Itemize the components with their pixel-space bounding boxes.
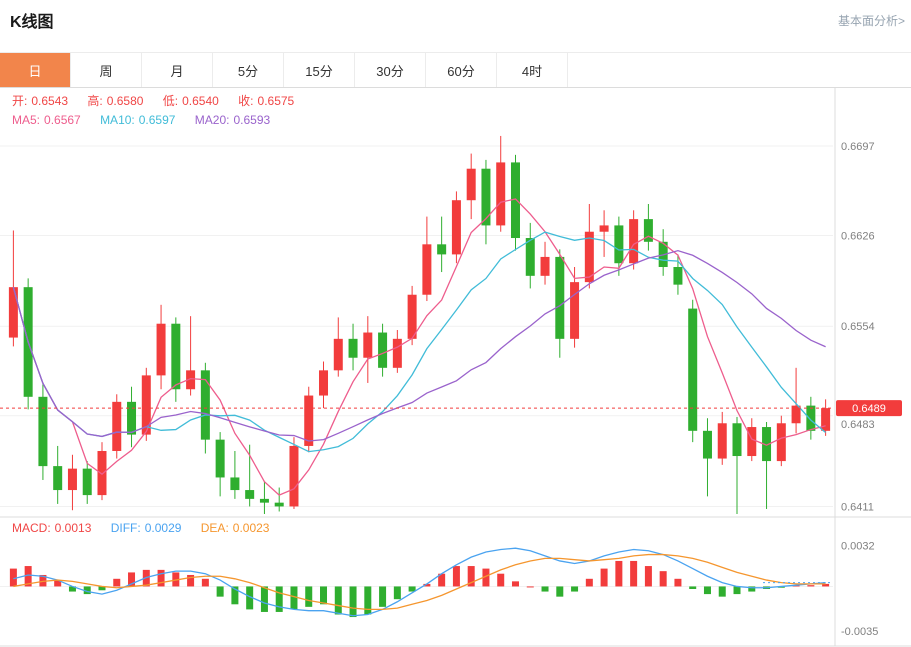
ma10-value: MA10: 0.6597	[100, 113, 176, 127]
svg-text:0.6489: 0.6489	[852, 403, 886, 415]
svg-text:0.6697: 0.6697	[841, 141, 875, 153]
tab-day[interactable]: 日	[0, 53, 71, 87]
tab-5min[interactable]: 5分	[213, 53, 284, 87]
tab-label: 4时	[521, 63, 543, 79]
close-value: 收: 0.6575	[238, 94, 295, 108]
tab-label: 30分	[376, 63, 404, 79]
svg-text:-0.0035: -0.0035	[841, 626, 878, 638]
tab-30min[interactable]: 30分	[355, 53, 426, 87]
tab-label: 周	[99, 63, 113, 79]
ma20-value: MA20: 0.6593	[194, 113, 271, 127]
ohlc-info: 开: 0.6543 高: 0.6580 低: 0.6540 收: 0.6575	[12, 92, 310, 109]
tab-label: 月	[170, 63, 184, 79]
page-header: K线图 基本面分析>	[0, 0, 911, 52]
open-value: 开: 0.6543	[12, 94, 69, 108]
svg-text:0.6411: 0.6411	[841, 501, 874, 513]
tab-label: 日	[28, 63, 42, 79]
tab-label: 15分	[305, 63, 333, 79]
tab-month[interactable]: 月	[142, 53, 213, 87]
fundamental-analysis-link[interactable]: 基本面分析>	[837, 14, 905, 28]
diff-value: DIFF: 0.0029	[110, 521, 182, 535]
dea-value: DEA: 0.0023	[200, 521, 270, 535]
svg-text:0.6483: 0.6483	[841, 419, 875, 431]
svg-text:0.6554: 0.6554	[841, 321, 875, 333]
ma5-value: MA5: 0.6567	[12, 113, 81, 127]
macd-value: MACD: 0.0013	[12, 521, 92, 535]
tab-60min[interactable]: 60分	[426, 53, 497, 87]
svg-text:0.0032: 0.0032	[841, 541, 875, 553]
svg-text:0.6626: 0.6626	[841, 230, 875, 242]
tab-label: 60分	[447, 63, 475, 79]
tab-label: 5分	[237, 63, 259, 79]
ma-info: MA5: 0.6567 MA10: 0.6597 MA20: 0.6593	[12, 113, 286, 127]
tab-15min[interactable]: 15分	[284, 53, 355, 87]
page-title: K线图	[10, 14, 54, 31]
tab-week[interactable]: 周	[71, 53, 142, 87]
tab-4h[interactable]: 4时	[497, 53, 568, 87]
high-value: 高: 0.6580	[87, 94, 144, 108]
timeframe-tabs: 日 周 月 5分 15分 30分 60分 4时	[0, 52, 911, 88]
low-value: 低: 0.6540	[162, 94, 219, 108]
macd-info: MACD: 0.0013 DIFF: 0.0029 DEA: 0.0023	[12, 521, 285, 535]
